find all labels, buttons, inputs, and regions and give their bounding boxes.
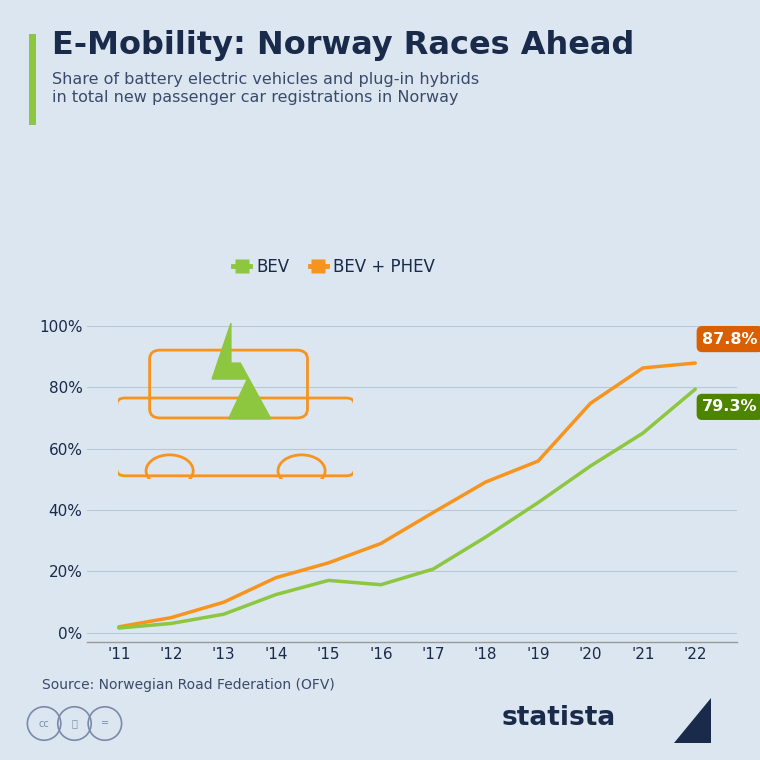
- Text: statista: statista: [502, 705, 616, 731]
- Text: 79.3%: 79.3%: [702, 400, 758, 414]
- Text: ⓘ: ⓘ: [71, 718, 78, 729]
- Text: Source: Norwegian Road Federation (OFV): Source: Norwegian Road Federation (OFV): [42, 678, 334, 692]
- Text: cc: cc: [39, 718, 49, 729]
- Text: E-Mobility: Norway Races Ahead: E-Mobility: Norway Races Ahead: [52, 30, 634, 62]
- Text: Share of battery electric vehicles and plug-in hybrids: Share of battery electric vehicles and p…: [52, 72, 479, 87]
- Text: =: =: [101, 718, 109, 729]
- Polygon shape: [674, 698, 711, 743]
- Legend: BEV, BEV + PHEV: BEV, BEV + PHEV: [226, 252, 442, 283]
- Text: 87.8%: 87.8%: [702, 331, 758, 347]
- Text: in total new passenger car registrations in Norway: in total new passenger car registrations…: [52, 90, 458, 105]
- Polygon shape: [212, 323, 271, 419]
